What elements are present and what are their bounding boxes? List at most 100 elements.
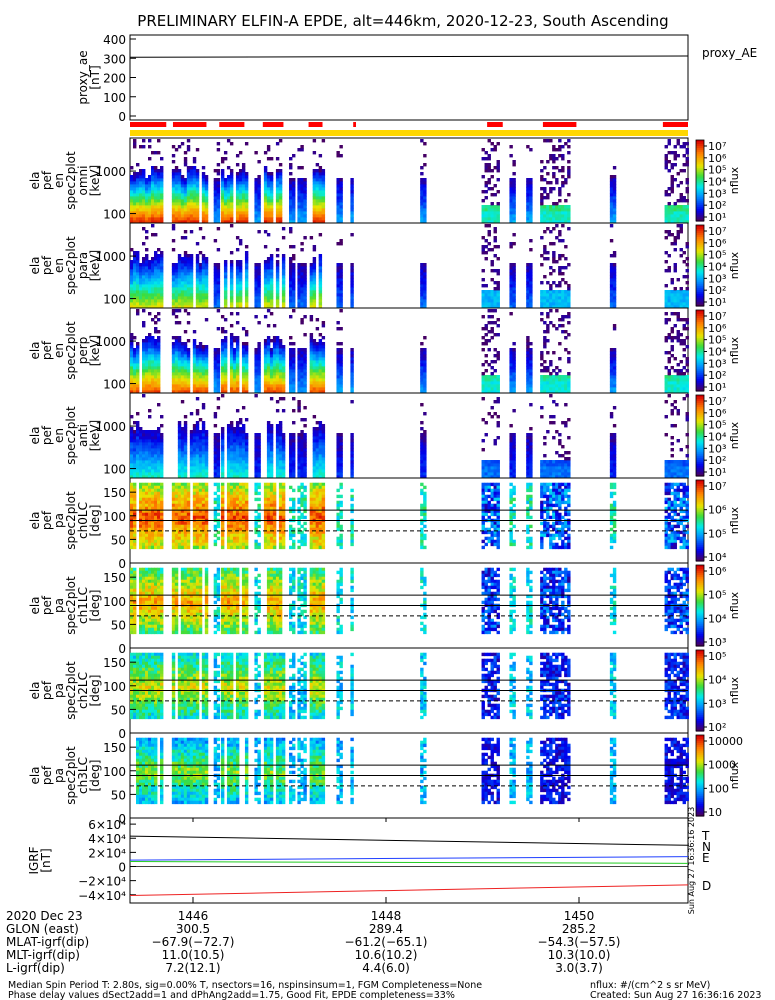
heat-cell	[526, 281, 530, 285]
heat-cell	[529, 178, 533, 182]
heat-cell	[216, 190, 221, 194]
heat-cell	[241, 472, 246, 476]
heat-cell	[297, 442, 301, 446]
heat-cell	[336, 375, 340, 379]
heat-cell	[487, 139, 491, 143]
heat-cell	[609, 290, 614, 294]
heat-cell	[509, 211, 513, 215]
heat-cell	[567, 227, 571, 231]
heat-cell	[543, 205, 547, 209]
heat-cell	[309, 333, 314, 337]
heat-cell	[679, 230, 683, 234]
heat-cell	[278, 457, 283, 461]
heat-cell	[201, 293, 206, 297]
heat-cell	[275, 214, 280, 218]
heat-cell	[526, 384, 530, 388]
heat-cell	[318, 296, 323, 300]
heat-cell	[481, 378, 485, 382]
heat-cell	[612, 175, 617, 179]
heat-cell	[174, 187, 179, 191]
heat-cell	[201, 390, 206, 394]
heat-cell	[318, 293, 323, 297]
heat-cell	[512, 275, 516, 279]
heat-cell	[297, 357, 301, 361]
heat-cell	[254, 375, 258, 379]
heat-cell	[223, 363, 228, 367]
heat-cell	[529, 193, 533, 197]
colorbar-cell	[696, 287, 704, 291]
heat-cell	[148, 433, 152, 437]
heat-cell	[558, 233, 562, 237]
heat-cell	[177, 275, 182, 279]
heat-cell	[232, 445, 237, 449]
heat-cell	[318, 387, 323, 391]
heat-cell	[487, 378, 491, 382]
heat-cell	[420, 357, 424, 361]
heat-cell	[281, 257, 286, 261]
heat-cell	[490, 296, 494, 300]
heat-cell	[318, 384, 323, 388]
heat-cell	[512, 269, 516, 273]
heat-cell	[154, 372, 158, 376]
heat-cell	[350, 184, 354, 188]
heat-cell	[238, 451, 243, 455]
heat-cell	[174, 315, 179, 319]
heat-cell	[136, 272, 140, 276]
heat-cell	[157, 318, 161, 322]
heat-cell	[289, 230, 293, 234]
heat-cell	[254, 366, 258, 370]
heat-cell	[204, 275, 209, 279]
heat-cell	[148, 205, 152, 209]
colorbar-tick-label: 10⁴	[708, 346, 727, 359]
heat-cell	[177, 272, 182, 276]
heat-cell	[266, 372, 271, 376]
heat-cell	[151, 287, 155, 291]
heat-cell	[667, 336, 671, 340]
heat-cell	[679, 193, 683, 197]
heat-cell	[198, 272, 203, 276]
heat-cell	[183, 302, 188, 306]
heat-cell	[490, 217, 494, 221]
heat-cell	[157, 357, 161, 361]
heat-cell	[157, 184, 161, 188]
heat-cell	[139, 281, 143, 285]
heat-cell	[195, 445, 200, 449]
panel-ylabel-line: [nT]	[88, 65, 102, 89]
heat-cell	[339, 202, 343, 206]
heat-cell	[189, 296, 194, 300]
heat-cell	[257, 360, 261, 364]
heat-cell	[269, 436, 274, 440]
heat-cell	[213, 239, 218, 243]
heat-cell	[160, 442, 164, 446]
heat-cell	[612, 296, 617, 300]
heat-cell	[183, 296, 188, 300]
heat-cell	[241, 436, 246, 440]
heat-cell	[297, 369, 301, 373]
heat-cell	[321, 190, 326, 194]
heat-cell	[670, 296, 674, 300]
heat-cell	[529, 184, 533, 188]
heat-cell	[139, 172, 143, 176]
heat-cell	[160, 436, 164, 440]
heat-cell	[526, 351, 530, 355]
heat-cell	[244, 251, 249, 255]
heat-cell	[204, 269, 209, 273]
heat-cell	[213, 424, 218, 428]
heat-cell	[180, 345, 185, 349]
heat-cell	[160, 202, 164, 206]
heat-cell	[254, 360, 258, 364]
heat-cell	[216, 214, 221, 218]
heat-cell	[180, 354, 185, 358]
heat-cell	[667, 384, 671, 388]
heat-cell	[292, 190, 296, 194]
heat-cell	[216, 436, 221, 440]
heat-cell	[177, 372, 182, 376]
heat-cell	[289, 357, 293, 361]
heat-cell	[229, 196, 234, 200]
heat-cell	[201, 351, 206, 355]
heat-cell	[244, 369, 249, 373]
heat-cell	[289, 366, 293, 370]
heat-cell	[529, 299, 533, 303]
heat-cell	[145, 278, 149, 282]
heat-cell	[289, 439, 293, 443]
